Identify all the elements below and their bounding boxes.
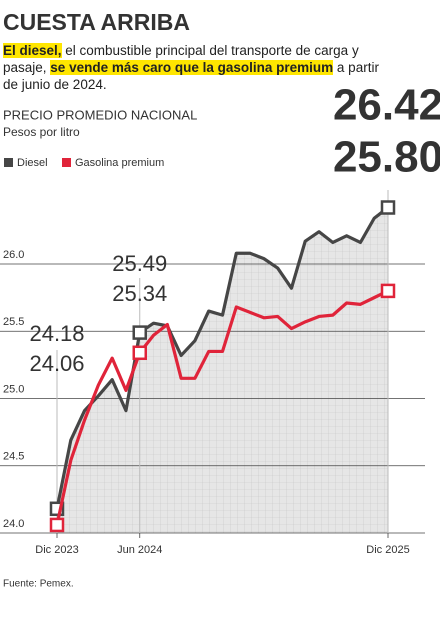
value-label: 24.06 — [29, 351, 84, 376]
plot: 24.0 24.5 25.0 25.5 26.0 Dic 2023 Jun 2024 Dic … — [0, 81, 440, 556]
line — [55, 206, 389, 510]
value-label: 25.49 — [112, 251, 167, 276]
value-label: 24.18 — [29, 321, 84, 346]
x-tick-label: Dic 2025 — [366, 544, 409, 556]
legend-swatch — [62, 158, 71, 167]
y-label: Pesos por litro — [3, 125, 80, 139]
marker — [380, 283, 396, 299]
y-tick-label: 24.0 — [3, 518, 24, 530]
legend-swatch — [4, 158, 13, 167]
title: CUESTA ARRIBA — [3, 9, 190, 35]
y-tick-label: 25.0 — [3, 383, 24, 395]
subtitle-text: el combustible principal del transporte … — [3, 43, 359, 75]
value-label: 26.42 — [333, 81, 440, 130]
legend-label: Diesel — [17, 157, 48, 169]
subtitle: El diesel, el combustible principal del … — [3, 42, 383, 93]
value-label: 25.80 — [333, 133, 440, 182]
line — [55, 289, 389, 526]
legend-label: Gasolina premium — [75, 157, 164, 169]
subtitle-highlight: se vende más caro que la gasolina premiu… — [50, 60, 334, 75]
marker — [49, 517, 65, 533]
subtitle-highlight: El diesel, — [3, 43, 62, 58]
value-label: 25.34 — [112, 281, 167, 306]
subtitle-text: a partir de junio de 2024. — [3, 60, 379, 92]
chart-title: PRECIO PROMEDIO NACIONAL — [3, 107, 197, 122]
source: Fuente: Pemex. — [3, 579, 74, 590]
y-tick-label: 25.5 — [3, 316, 24, 328]
x-tick-label: Jun 2024 — [117, 544, 162, 556]
y-tick-label: 26.0 — [3, 249, 24, 261]
marker — [132, 325, 147, 340]
y-tick-label: 24.5 — [3, 451, 24, 463]
marker — [132, 345, 147, 361]
x-tick-label: Dic 2023 — [35, 544, 78, 556]
marker — [380, 200, 396, 215]
